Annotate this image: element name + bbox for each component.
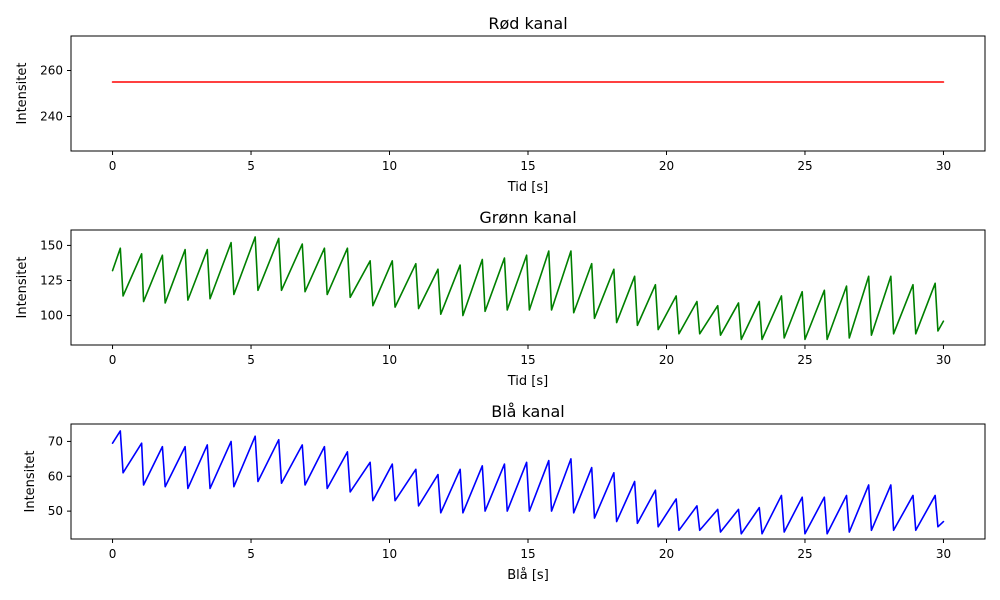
x-tick-label: 20 bbox=[659, 547, 674, 561]
x-tick-label: 0 bbox=[109, 353, 117, 367]
x-tick-label: 30 bbox=[936, 353, 951, 367]
y-tick-label: 50 bbox=[48, 504, 63, 518]
x-tick-label: 30 bbox=[936, 547, 951, 561]
y-axis-label: Intensitet bbox=[23, 451, 38, 513]
y-tick-label: 60 bbox=[48, 469, 63, 483]
y-tick-label: 70 bbox=[48, 434, 63, 448]
x-tick-label: 10 bbox=[382, 159, 397, 173]
x-tick-label: 25 bbox=[797, 353, 812, 367]
y-axis-label: Intensitet bbox=[15, 63, 30, 125]
x-tick-label: 5 bbox=[247, 547, 255, 561]
y-tick-label: 100 bbox=[40, 309, 63, 323]
subplot-title: Grønn kanal bbox=[479, 208, 576, 227]
subplot-2: 0 5 10 15 20 25 30 100 125 150 Grønn kanal Tid [s] I… bbox=[15, 208, 986, 389]
x-tick-label: 20 bbox=[659, 159, 674, 173]
subplot-3: 0 5 10 15 20 25 30 50 60 70 Blå kanal Blå [s] Intens… bbox=[23, 402, 986, 583]
x-tick-label: 0 bbox=[109, 547, 117, 561]
x-tick-label: 10 bbox=[382, 353, 397, 367]
y-tick-label: 240 bbox=[40, 110, 63, 124]
x-axis-label: Blå [s] bbox=[507, 568, 549, 583]
x-axis-label: Tid [s] bbox=[507, 180, 548, 195]
x-tick-label: 20 bbox=[659, 353, 674, 367]
x-tick-label: 5 bbox=[247, 353, 255, 367]
x-tick-label: 10 bbox=[382, 547, 397, 561]
y-axis-label: Intensitet bbox=[15, 257, 30, 319]
plot-area-frame bbox=[70, 35, 986, 152]
y-tick-label: 150 bbox=[40, 238, 63, 252]
x-tick-label: 25 bbox=[797, 159, 812, 173]
x-tick-label: 15 bbox=[520, 547, 535, 561]
x-tick-label: 25 bbox=[797, 547, 812, 561]
x-tick-label: 5 bbox=[247, 159, 255, 173]
x-tick-label: 30 bbox=[936, 159, 951, 173]
y-tick-label: 260 bbox=[40, 64, 63, 78]
x-tick-label: 15 bbox=[520, 353, 535, 367]
x-axis-label: Tid [s] bbox=[507, 374, 548, 389]
subplot-title: Rød kanal bbox=[488, 14, 567, 33]
series-line-3-1 bbox=[111, 430, 945, 535]
x-tick-label: 0 bbox=[109, 159, 117, 173]
subplot-1: 0 5 10 15 20 25 30 240 260 Rød kanal Tid [s] Intens… bbox=[15, 14, 986, 195]
series-line-2-1 bbox=[111, 236, 945, 341]
y-tick-label: 125 bbox=[40, 273, 63, 287]
subplot-title: Blå kanal bbox=[491, 402, 565, 421]
x-tick-label: 15 bbox=[520, 159, 535, 173]
